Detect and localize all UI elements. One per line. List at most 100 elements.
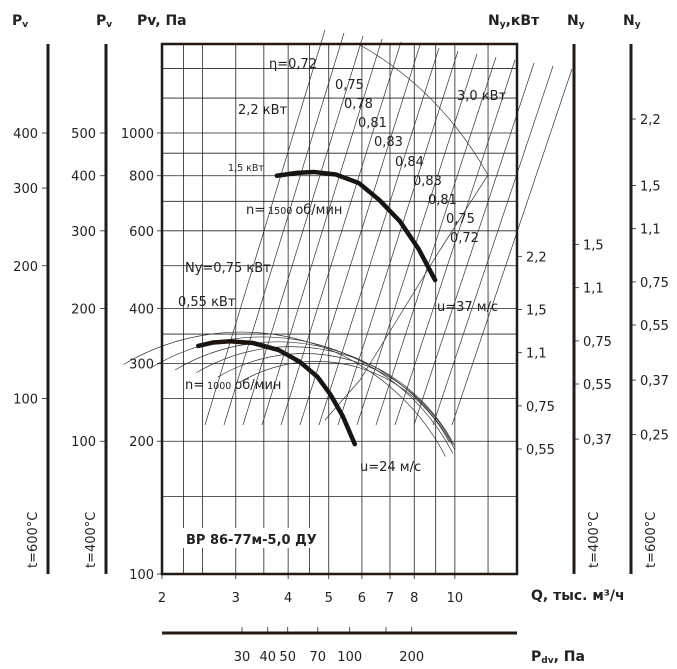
x-tick-label: 8 <box>410 591 418 606</box>
fan-curves <box>195 169 438 447</box>
pv400-tick-label: 500 <box>71 127 96 142</box>
pv400-tick-label: 400 <box>71 170 96 185</box>
eta-label-8: 0,75 <box>446 212 475 227</box>
n1000-label: n= 1000 об/мин <box>185 378 281 393</box>
system-line <box>432 65 554 426</box>
grid <box>162 44 517 574</box>
power-2-2-label: 2,2 кВт <box>238 103 288 118</box>
pv400-tick-label: 200 <box>71 302 96 317</box>
eta-label-1: 0,75 <box>335 78 364 93</box>
efficiency-arc <box>174 341 456 451</box>
ny600-tick-label: 1,1 <box>640 223 661 238</box>
pdv-tick-label: 70 <box>310 650 327 665</box>
system-line <box>242 35 364 426</box>
annotations: η=0,72 0,75 0,78 0,81 0,83 0,84 0,83 0,8… <box>178 57 625 666</box>
ny600-tick-label: 0,55 <box>640 319 669 334</box>
system-line <box>261 38 383 426</box>
pdv-tick-label: 50 <box>279 650 296 665</box>
eta-label-7: 0,81 <box>428 193 457 208</box>
ny-tick-label: 0,55 <box>526 443 555 458</box>
pv400-tick-label: 100 <box>71 435 96 450</box>
eta-label-2: 0,78 <box>344 97 373 112</box>
ny600-tick-label: 1,5 <box>640 180 661 195</box>
ny-main-axis-title: Nу,кВт <box>488 13 540 30</box>
power-1-5-label: 1,5 кВт <box>228 163 264 174</box>
eta-label-4: 0,83 <box>374 135 403 150</box>
t400-right-label: t=400°C <box>587 512 602 568</box>
ny400-tick-label: 0,75 <box>583 335 612 350</box>
fan-curve-n1000 <box>195 339 358 447</box>
ny400-tick-label: 0,37 <box>583 433 612 448</box>
system-line <box>451 68 573 426</box>
pv600-tick-label: 200 <box>13 260 38 275</box>
x-tick-label: 10 <box>447 591 464 606</box>
power-0-55-label: 0,55 кВт <box>178 295 236 310</box>
system-line <box>413 62 535 426</box>
pv-main-axis-title: Pv, Па <box>137 13 187 29</box>
ny-tick-label: 0,75 <box>526 400 555 415</box>
chart-title: ВР 86-77м-5,0 ДУ <box>186 533 317 548</box>
axis-ticks: 2 3 4 5 6 7 8 101002003004006008001000100200300… <box>13 113 669 665</box>
system-line <box>318 47 440 426</box>
t600-left-label: t=600°C <box>26 512 41 568</box>
efficiency-arc <box>217 353 454 445</box>
efficiency-lines <box>123 29 573 457</box>
speed-boundary-line <box>324 249 441 421</box>
fan-curve-n1500 <box>274 169 438 283</box>
t600-right-label: t=600°C <box>644 512 659 568</box>
q-axis-title: Q, тыс. м³/ч <box>531 588 625 604</box>
pv600-tick-label: 400 <box>13 127 38 142</box>
pv600-tick-label: 100 <box>13 393 38 408</box>
pdv-axis-title: Pdv, Па <box>531 649 585 666</box>
ny-tick-label: 1,1 <box>526 347 547 362</box>
ny-tick-label: 2,2 <box>526 250 547 265</box>
ny400-axis-title: Nу <box>567 13 585 30</box>
ny600-tick-label: 0,25 <box>640 429 669 444</box>
system-line <box>223 32 345 426</box>
pdv-tick-label: 40 <box>259 650 276 665</box>
system-line <box>375 56 497 426</box>
pv600-tick-label: 300 <box>13 182 38 197</box>
ny-tick-label: 1,5 <box>526 304 547 319</box>
y-tick-label: 100 <box>129 568 154 583</box>
ny400-tick-label: 1,1 <box>583 282 604 297</box>
pv400-axis-title: Pv <box>96 13 112 30</box>
pv400-tick-label: 300 <box>71 225 96 240</box>
efficiency-arc <box>239 361 450 443</box>
power-3-0-label: 3,0 кВт <box>457 89 507 104</box>
u37-label: u=37 м/с <box>437 300 498 315</box>
eta-label-9: 0,72 <box>450 231 479 246</box>
pdv-tick-label: 100 <box>337 650 362 665</box>
plot-frame <box>160 42 519 576</box>
u24-label: u=24 м/с <box>360 460 421 475</box>
ny400-tick-label: 0,55 <box>583 378 612 393</box>
ny-0-75-label: Nу=0,75 кВт <box>185 261 271 276</box>
power-boundary-line <box>359 44 489 251</box>
ny600-tick-label: 2,2 <box>640 113 661 128</box>
ny400-tick-label: 1,5 <box>583 239 604 254</box>
y-tick-label: 800 <box>129 170 154 185</box>
ny600-axis-title: Nу <box>623 13 641 30</box>
x-tick-label: 3 <box>232 591 240 606</box>
x-tick-label: 6 <box>358 591 366 606</box>
x-tick-label: 7 <box>386 591 394 606</box>
ny600-tick-label: 0,37 <box>640 374 669 389</box>
y-tick-label: 400 <box>129 302 154 317</box>
eta-label-3: 0,81 <box>358 116 387 131</box>
n1500-label: n= 1500 об/мин <box>246 203 342 218</box>
y-tick-label: 600 <box>129 225 154 240</box>
y-tick-label: 300 <box>129 358 154 373</box>
system-line <box>356 53 478 426</box>
pdv-tick-label: 200 <box>399 650 424 665</box>
x-tick-label: 2 <box>158 591 166 606</box>
efficiency-arc <box>196 346 456 447</box>
ny600-tick-label: 0,75 <box>640 276 669 291</box>
pv600-axis-title: Pv <box>12 13 28 30</box>
y-tick-label: 1000 <box>121 127 154 142</box>
t400-left-label: t=400°C <box>84 512 99 568</box>
x-tick-label: 5 <box>325 591 333 606</box>
eta-label-6: 0,83 <box>413 174 442 189</box>
eta-label-0: η=0,72 <box>269 57 317 72</box>
eta-label-5: 0,84 <box>395 155 424 170</box>
